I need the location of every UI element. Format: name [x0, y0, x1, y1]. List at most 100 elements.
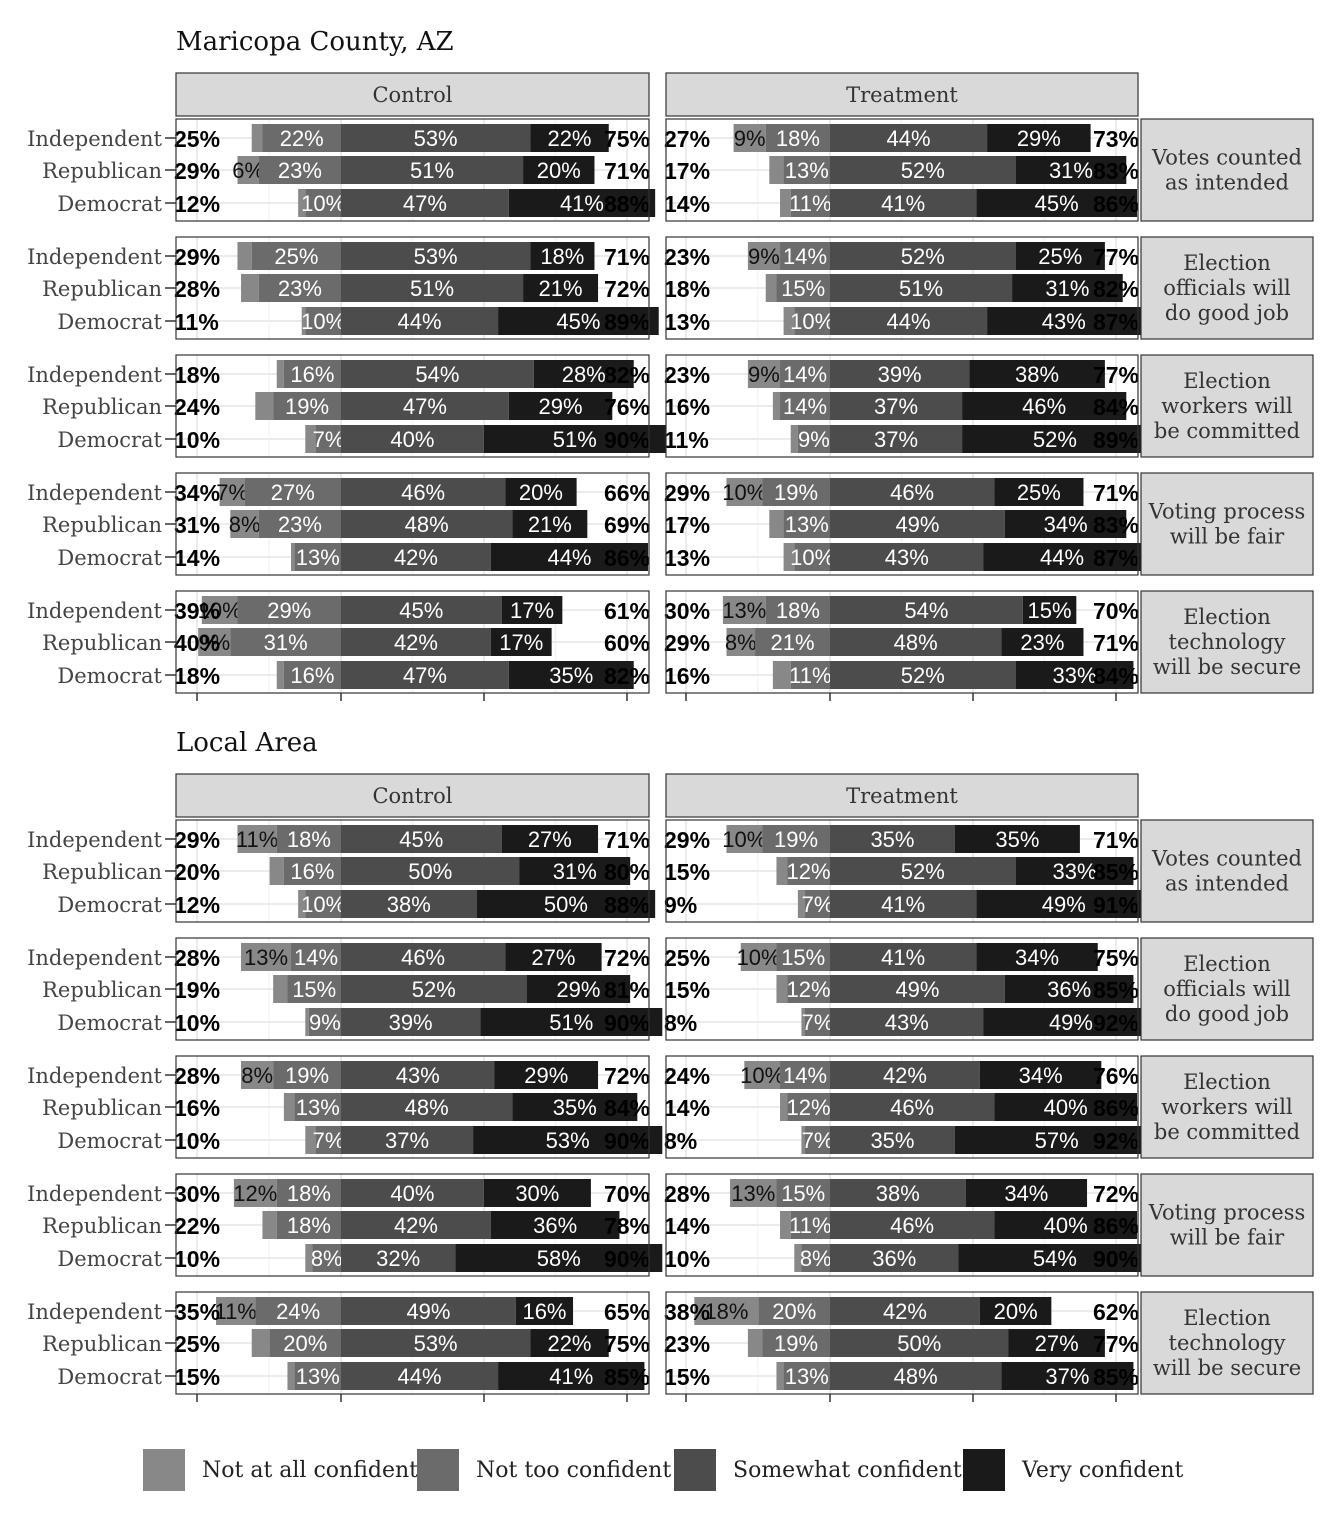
data-label: 11% [789, 663, 831, 688]
data-label: 16% [290, 663, 334, 688]
positive-total-label: 62% [1093, 1299, 1139, 1325]
bar-group: 12% 49% 36% 15% 85% [664, 975, 1139, 1003]
bar-segment [490, 628, 552, 656]
data-label: 36% [533, 1213, 577, 1238]
bar-segment [305, 425, 317, 453]
bar-segment [830, 124, 988, 152]
bar-group: 13% 18% 54% 15% 30% 70% [664, 596, 1139, 624]
bar-segment [298, 890, 306, 918]
bar-segment [269, 1329, 341, 1357]
bar-segment [241, 274, 259, 302]
bar-segment [237, 156, 259, 184]
data-label: 48% [405, 512, 449, 537]
bar-group: 9% 18% 44% 29% 27% 73% [664, 124, 1139, 152]
facet: 13% 15% 38% 34% 28% 72% 11% 46% 40% 14% 86% 8% 36% 54… [664, 1173, 1152, 1277]
data-label: 24% [276, 1299, 320, 1324]
bar-segment [276, 1179, 341, 1207]
party-label: Democrat [57, 192, 162, 216]
bar-segment [480, 1008, 663, 1036]
party-label: Independent [27, 599, 162, 623]
bar-segment [316, 1126, 341, 1154]
bar-group: 25% 53% 18% 29% 71% [174, 242, 650, 270]
data-label: 15% [781, 276, 825, 301]
bar-group: 19% 47% 29% 24% 76% [174, 392, 650, 420]
data-label: 29% [1017, 126, 1061, 151]
bar-segment [244, 478, 341, 506]
positive-total-label: 90% [604, 1246, 650, 1272]
data-label: 18% [287, 827, 331, 852]
bar-group: 9% 14% 39% 38% 23% 77% [664, 360, 1139, 388]
bar-group: 10% 15% 41% 34% 25% 75% [664, 943, 1139, 971]
legend-label: Very confident [1021, 1458, 1184, 1483]
bar-group: 11% 52% 33% 16% 84% [664, 661, 1139, 689]
negative-total-label: 28% [174, 276, 220, 302]
facet: 13% 14% 46% 27% 28% 72% Independent 15% 52% 29% 19… [27, 937, 663, 1041]
bar-segment [830, 392, 963, 420]
bar-segment [530, 124, 609, 152]
bar-segment [776, 857, 788, 885]
data-label: 19% [774, 1331, 818, 1356]
data-label: 52% [1033, 427, 1077, 452]
bar-segment [255, 392, 274, 420]
facet-border [175, 937, 650, 1041]
data-label: 51% [899, 276, 943, 301]
bar-segment [780, 242, 830, 270]
data-label: 10% [301, 309, 345, 334]
negative-total-label: 18% [174, 362, 220, 388]
data-label: 29% [267, 598, 311, 623]
column-strip-label: Control [372, 784, 452, 808]
bar-group: 20% 53% 22% 25% 75% [174, 1329, 650, 1357]
data-label: 38% [387, 892, 431, 917]
bar-segment [341, 510, 513, 538]
party-label: Independent [27, 1300, 162, 1324]
data-label: 53% [414, 244, 458, 269]
bar-segment [780, 360, 830, 388]
negative-total-label: 20% [174, 859, 220, 885]
bar-segment [765, 124, 830, 152]
bar-segment [483, 1179, 591, 1207]
bar-segment [341, 274, 524, 302]
data-label: 52% [901, 158, 945, 183]
data-label: 11% [789, 191, 831, 216]
bar-segment [490, 1211, 620, 1239]
bar-group: 23% 51% 21% 28% 72% [174, 274, 650, 302]
positive-total-label: 90% [604, 427, 650, 453]
bar-segment [830, 1093, 995, 1121]
bar-segment [305, 307, 341, 335]
data-label: 19% [285, 1063, 329, 1088]
facet-border [665, 819, 1139, 923]
positive-total-label: 85% [1093, 977, 1139, 1003]
positive-total-label: 92% [1093, 1128, 1139, 1154]
data-label: 33% [1053, 859, 1097, 884]
data-label: 34% [1044, 512, 1088, 537]
data-label: 47% [403, 191, 447, 216]
party-label: Democrat [57, 1011, 162, 1035]
bar-segment [830, 1061, 980, 1089]
data-label: 16% [522, 1299, 566, 1324]
positive-total-label: 77% [1093, 244, 1139, 270]
bar-segment [830, 596, 1023, 624]
positive-total-label: 86% [1093, 191, 1139, 217]
column-strip-label: Control [372, 83, 452, 107]
bar-segment [983, 543, 1141, 571]
panel-title: Local Area [176, 728, 318, 758]
bar-segment [283, 360, 341, 388]
bar-segment [1022, 596, 1077, 624]
bar-segment [276, 1211, 341, 1239]
positive-total-label: 84% [1093, 394, 1139, 420]
bar-segment [251, 1329, 270, 1357]
negative-total-label: 17% [664, 158, 710, 184]
row-strip-label: Election officials will do good job [1163, 952, 1291, 1026]
data-label: 45% [556, 309, 600, 334]
negative-total-label: 29% [174, 244, 220, 270]
bar-segment [341, 943, 506, 971]
bar-segment [762, 478, 830, 506]
data-label: 10% [722, 827, 766, 852]
bar-segment [830, 307, 988, 335]
bar-segment [1015, 156, 1127, 184]
negative-total-label: 10% [174, 1246, 220, 1272]
bar-segment [508, 189, 656, 217]
bar-segment [830, 1126, 955, 1154]
bar-segment [976, 943, 1098, 971]
bar-segment [969, 360, 1105, 388]
